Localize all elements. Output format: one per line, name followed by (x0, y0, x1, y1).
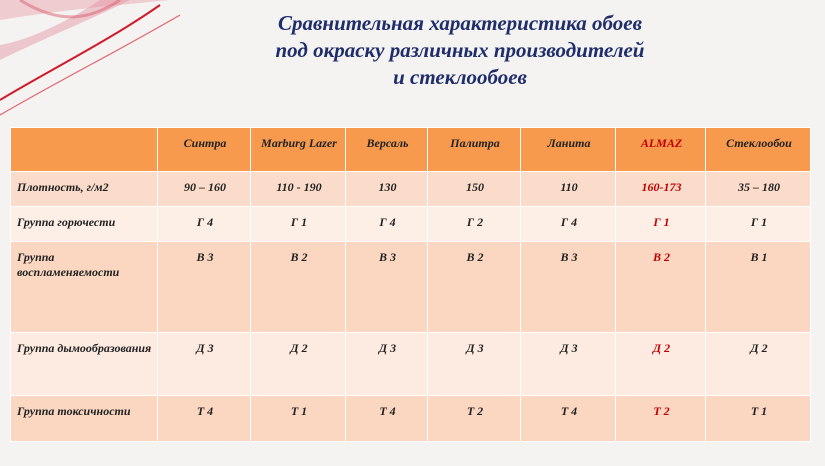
table-cell: Г 4 (157, 206, 251, 242)
brush-decoration (0, 0, 181, 116)
table-cell: Д 3 (427, 332, 521, 396)
column-header: ALMAZ (615, 127, 706, 172)
table-cell: В 1 (705, 241, 811, 333)
table-cell: Д 2 (705, 332, 811, 396)
row-label: Группа горючести (10, 206, 158, 242)
table-cell: Д 2 (250, 332, 346, 396)
column-header: Синтра (157, 127, 251, 172)
row-label: Группа токсичности (10, 395, 158, 442)
table-cell: 130 (345, 171, 428, 207)
comparison-table: Синтра Marburg Lazer Версаль Палитра Ланита A… (10, 127, 811, 442)
header-row: Синтра Marburg Lazer Версаль Палитра Ланита A… (10, 127, 811, 172)
row-label: Группа дымообразования (10, 332, 158, 396)
table-cell: Т 1 (705, 395, 811, 442)
table-cell: Т 4 (345, 395, 428, 442)
title-line: Сравнительная характеристика обоев (278, 11, 642, 35)
table-cell: Д 3 (345, 332, 428, 396)
table-cell: В 2 (250, 241, 346, 333)
table-row: Плотность, г/м2 90 – 160 110 - 190 130 150 11… (10, 171, 811, 207)
table-cell: Д 3 (520, 332, 616, 396)
column-header: Ланита (520, 127, 616, 172)
table-cell: Т 1 (250, 395, 346, 442)
column-header: Палитра (427, 127, 521, 172)
table-cell: Г 4 (520, 206, 616, 242)
row-label: Плотность, г/м2 (10, 171, 158, 207)
table-cell: В 2 (427, 241, 521, 333)
table-cell: 150 (427, 171, 521, 207)
table-cell: Г 1 (615, 206, 706, 242)
table-cell: 90 – 160 (157, 171, 251, 207)
table-cell: Д 3 (157, 332, 251, 396)
table-cell: 110 - 190 (250, 171, 346, 207)
table-cell: Т 4 (520, 395, 616, 442)
table-cell: Г 1 (705, 206, 811, 242)
table-cell: 160-173 (615, 171, 706, 207)
corner-cell (10, 127, 158, 172)
column-header: Версаль (345, 127, 428, 172)
table-cell: Т 4 (157, 395, 251, 442)
table-cell: В 3 (345, 241, 428, 333)
table-cell: 35 – 180 (705, 171, 811, 207)
table-cell: Г 1 (250, 206, 346, 242)
table-cell: В 3 (157, 241, 251, 333)
table-cell: 110 (520, 171, 616, 207)
column-header: Marburg Lazer (250, 127, 346, 172)
title-line: под окраску различных производителей (275, 38, 645, 62)
table-cell: Г 4 (345, 206, 428, 242)
slide-title: Сравнительная характеристика обоев под ок… (200, 10, 720, 91)
column-header: Стеклообои (705, 127, 811, 172)
table-cell: В 3 (520, 241, 616, 333)
table-cell: Д 2 (615, 332, 706, 396)
table-cell: Г 2 (427, 206, 521, 242)
title-line: и стеклообоев (393, 65, 527, 89)
table-cell: В 2 (615, 241, 706, 333)
table-cell: Т 2 (615, 395, 706, 442)
table-cell: Т 2 (427, 395, 521, 442)
row-label: Группа воспламеняемости (10, 241, 158, 333)
